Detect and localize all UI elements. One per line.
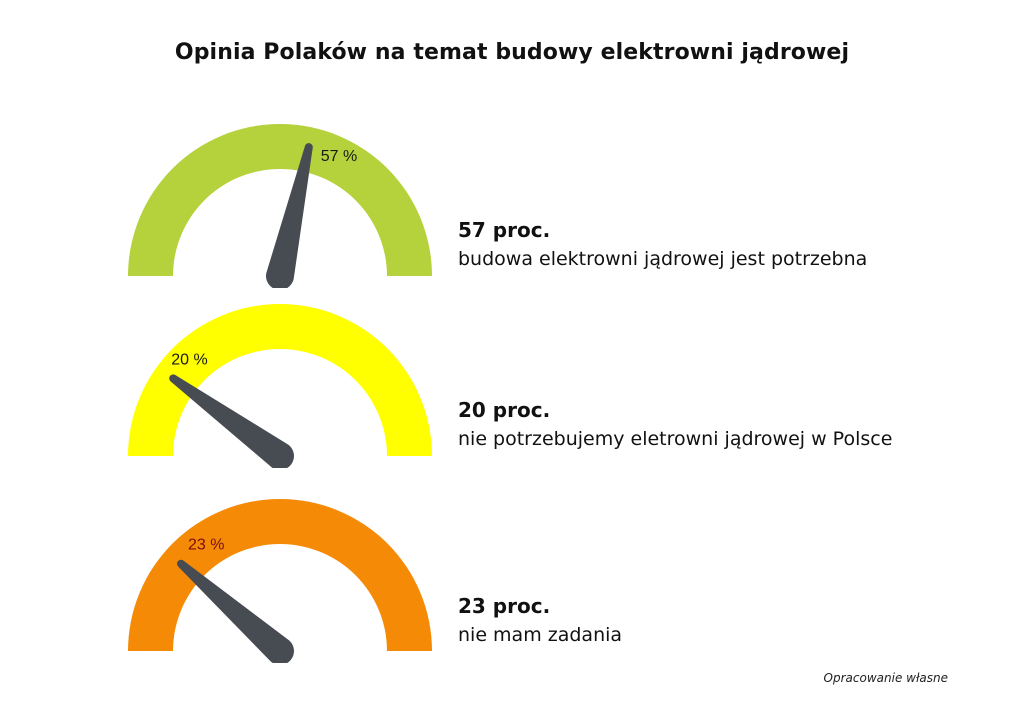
- caption-2: 20 proc. nie potrzebujemy eletrowni jądr…: [458, 396, 892, 454]
- caption-text: nie mam zadania: [458, 624, 623, 646]
- gauge-1: 57 %: [120, 118, 450, 288]
- gauge-arc: [128, 499, 432, 651]
- gauge-value-label: 23 %: [188, 537, 224, 554]
- caption-1: 57 proc. budowa elektrowni jądrowej jest…: [458, 216, 867, 274]
- gauge-value-label: 20 %: [171, 351, 207, 368]
- gauge-value-label: 57 %: [321, 148, 357, 165]
- caption-value: 20 proc.: [458, 398, 551, 422]
- caption-value: 57 proc.: [458, 218, 551, 242]
- gauge-svg: 57 %: [128, 124, 432, 288]
- caption-text: budowa elektrowni jądrowej jest potrzebn…: [458, 248, 868, 270]
- gauge-needle: [169, 374, 294, 468]
- gauge-needle: [176, 559, 294, 663]
- caption-3: 23 proc. nie mam zadania: [458, 592, 622, 650]
- gauge-arc: [128, 304, 432, 456]
- gauge-needle: [266, 143, 313, 288]
- gauge-svg: 20 %: [128, 304, 432, 468]
- source-note: Opracowanie własne: [823, 671, 948, 685]
- chart-title: Opinia Polaków na temat budowy elektrown…: [174, 40, 850, 65]
- gauge-arc: [128, 124, 432, 276]
- caption-text: nie potrzebujemy eletrowni jądrowej w Po…: [458, 428, 893, 450]
- gauge-svg: 23 %: [128, 499, 432, 663]
- caption-value: 23 proc.: [458, 594, 551, 618]
- gauge-2: 20 %: [120, 298, 450, 468]
- gauge-3: 23 %: [120, 493, 450, 663]
